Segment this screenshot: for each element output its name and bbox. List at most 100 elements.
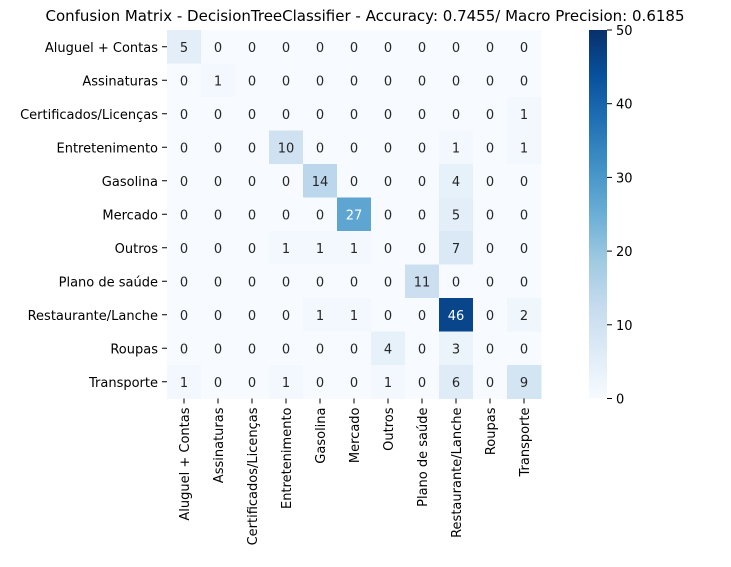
- cell-annotation: 0: [486, 342, 494, 357]
- cell-annotation: 0: [486, 141, 494, 156]
- cell-annotation: 0: [486, 309, 494, 324]
- heatmap-cell: [371, 164, 406, 198]
- cell-annotation: 1: [180, 376, 188, 391]
- cell-annotation: 0: [486, 242, 494, 257]
- heatmap-cell: [303, 197, 338, 232]
- cell-annotation: 0: [350, 41, 358, 56]
- heatmap-cell: [439, 331, 474, 366]
- heatmap-cell: [371, 264, 406, 299]
- x-tick-label: Entretenimento: [280, 407, 295, 509]
- cell-annotation: 5: [180, 41, 188, 56]
- heatmap-cell: [337, 97, 372, 131]
- heatmap-cell: [235, 264, 270, 299]
- heatmap-cell: [371, 231, 406, 265]
- cell-annotation: 0: [520, 275, 528, 290]
- cell-annotation: 1: [316, 309, 324, 324]
- cell-annotation: 0: [180, 208, 188, 223]
- heatmap-cell: [269, 30, 304, 64]
- cell-annotation: 2: [520, 309, 528, 324]
- cell-annotation: 0: [282, 175, 290, 190]
- cell-annotation: 1: [282, 376, 290, 391]
- heatmap-cell: [507, 130, 542, 165]
- cell-annotation: 5: [452, 208, 460, 223]
- heatmap-cell: [337, 130, 372, 165]
- cell-annotation: 10: [278, 141, 295, 156]
- x-tick-label: Assinaturas: [212, 407, 227, 483]
- cell-annotation: 0: [214, 208, 222, 223]
- cell-annotation: 0: [282, 108, 290, 123]
- heatmap-cell: [235, 63, 270, 98]
- chart-title: Confusion Matrix - DecisionTreeClassifie…: [45, 7, 684, 25]
- heatmap-cell: [439, 97, 474, 131]
- cell-annotation: 0: [180, 175, 188, 190]
- cell-annotation: 0: [452, 74, 460, 89]
- heatmap-cell: [507, 164, 542, 198]
- cell-annotation: 0: [282, 41, 290, 56]
- cell-annotation: 0: [248, 74, 256, 89]
- cell-annotation: 0: [520, 242, 528, 257]
- heatmap-cell: [269, 130, 304, 165]
- heatmap-cell: [269, 331, 304, 366]
- cell-annotation: 0: [418, 309, 426, 324]
- heatmap-cell: [167, 264, 202, 299]
- cell-annotation: 0: [282, 342, 290, 357]
- heatmap-cell: [303, 264, 338, 299]
- cell-annotation: 0: [384, 108, 392, 123]
- heatmap-cell: [371, 30, 406, 64]
- heatmap-cell: [235, 231, 270, 265]
- y-tick-label: Entretenimento: [56, 141, 158, 156]
- heatmap-cell: [473, 197, 508, 232]
- cell-annotation: 0: [520, 175, 528, 190]
- heatmap-cell: [371, 197, 406, 232]
- heatmap-cell: [269, 63, 304, 98]
- y-tick-label: Gasolina: [102, 175, 158, 190]
- heatmap-cell: [405, 365, 440, 399]
- cell-annotation: 0: [316, 208, 324, 223]
- cell-annotation: 0: [316, 74, 324, 89]
- cell-annotation: 0: [486, 175, 494, 190]
- cell-annotation: 1: [316, 242, 324, 257]
- cell-annotation: 0: [486, 41, 494, 56]
- cell-annotation: 0: [520, 208, 528, 223]
- heatmap-cell: [303, 97, 338, 131]
- colorbar-tick-label: 0: [616, 393, 624, 408]
- cell-annotation: 1: [384, 376, 392, 391]
- heatmap-cell: [405, 130, 440, 165]
- cell-annotation: 0: [452, 41, 460, 56]
- heatmap-cell: [269, 97, 304, 131]
- cell-annotation: 0: [350, 376, 358, 391]
- heatmap-cell: [473, 30, 508, 64]
- heatmap-cell: [303, 30, 338, 64]
- heatmap-cell: [439, 30, 474, 64]
- cell-annotation: 0: [282, 309, 290, 324]
- heatmap-cell: [405, 197, 440, 232]
- heatmap-cell: [337, 231, 372, 265]
- cell-annotation: 0: [350, 141, 358, 156]
- cell-annotation: 0: [214, 41, 222, 56]
- x-tick-label: Outros: [382, 407, 397, 451]
- cell-annotation: 0: [316, 41, 324, 56]
- colorbar-tick-label: 30: [616, 171, 633, 186]
- heatmap-cell: [439, 130, 474, 165]
- cell-annotation: 0: [486, 74, 494, 89]
- heatmap-cell: [337, 331, 372, 366]
- heatmap-cell: [201, 264, 236, 299]
- heatmap-cell: [507, 331, 542, 366]
- heatmap-cell: [235, 197, 270, 232]
- heatmap-cell: [201, 164, 236, 198]
- heatmap-cell: [235, 298, 270, 332]
- cell-annotation: 0: [316, 141, 324, 156]
- heatmap-cell: [167, 164, 202, 198]
- cell-annotation: 0: [214, 242, 222, 257]
- cell-annotation: 46: [448, 309, 465, 324]
- heatmap-cell: [167, 97, 202, 131]
- heatmap-cell: [269, 264, 304, 299]
- heatmap-cell: [167, 298, 202, 332]
- heatmap-cell: [473, 130, 508, 165]
- y-tick-label: Mercado: [102, 208, 158, 223]
- heatmap-cell: [473, 63, 508, 98]
- heatmap-cell: [201, 97, 236, 131]
- heatmap-cell: [201, 365, 236, 399]
- heatmap-cell: [405, 231, 440, 265]
